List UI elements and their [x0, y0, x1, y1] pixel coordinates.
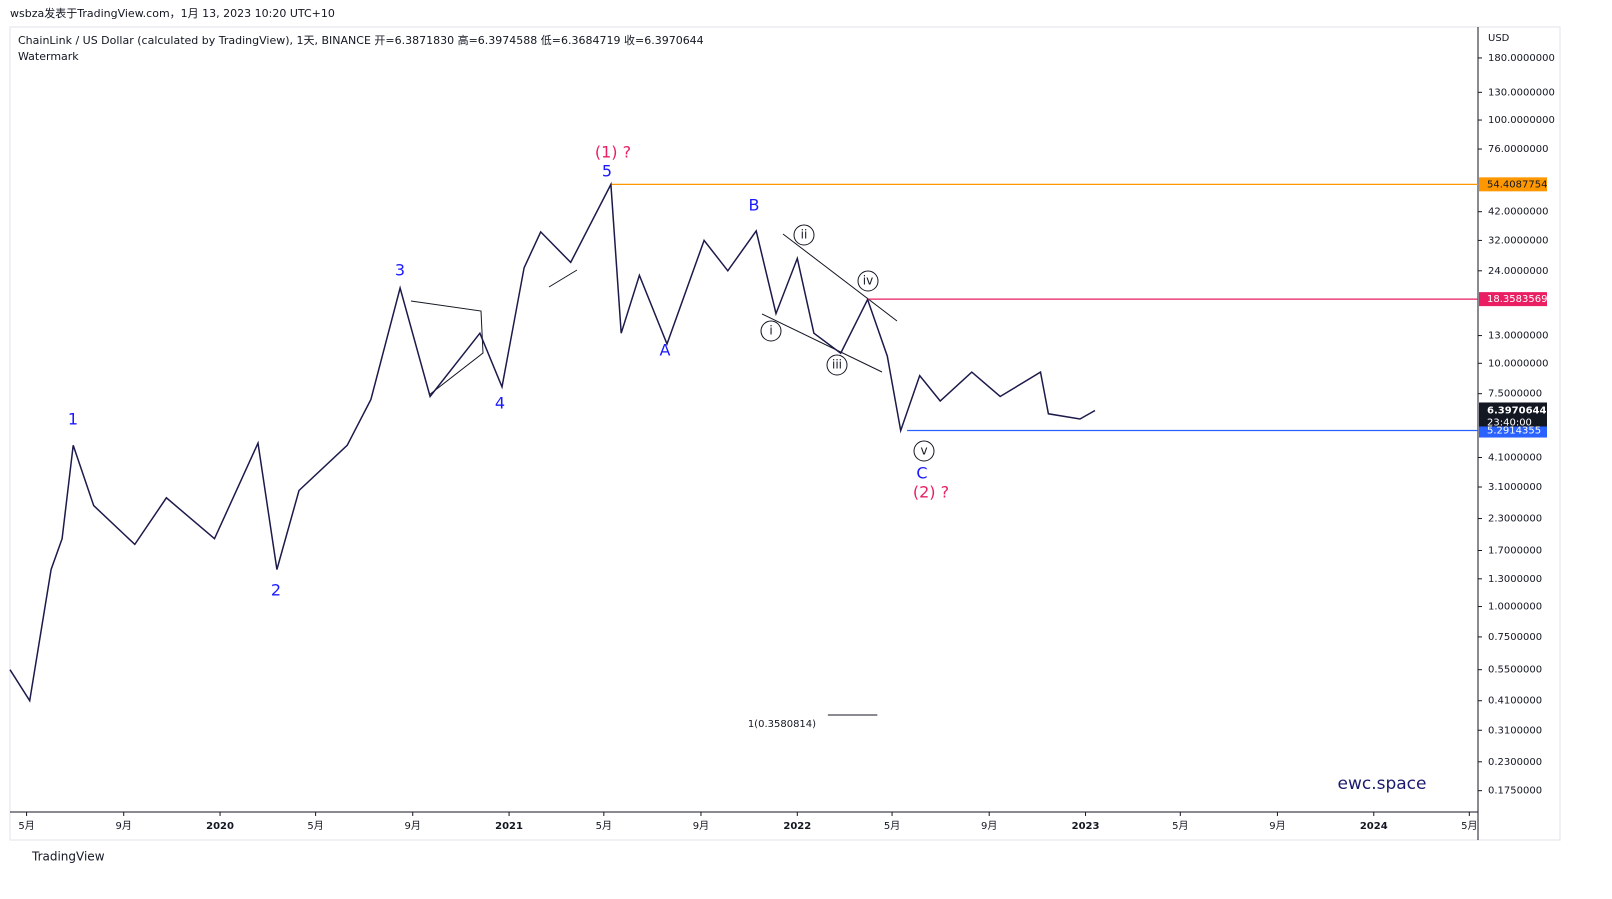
y-tick-label: 0.5500000 — [1488, 665, 1542, 676]
wave-label: 2 — [271, 581, 281, 600]
y-tick-label: 76.0000000 — [1488, 144, 1548, 155]
x-tick-label: 9月 — [1269, 820, 1285, 832]
y-tick-label: 180.0000000 — [1488, 53, 1555, 64]
level-box — [1479, 177, 1547, 192]
watermark: Watermark — [18, 50, 79, 63]
x-tick-label: 2020 — [206, 821, 234, 832]
x-tick-label: 5月 — [1172, 820, 1188, 832]
y-axis-label: USD — [1488, 33, 1510, 44]
wave-circle — [826, 354, 848, 376]
x-tick-label: 5月 — [596, 820, 612, 832]
x-tick-label: 5月 — [307, 820, 323, 832]
price-line — [9, 181, 1096, 703]
y-tick-label: 0.2300000 — [1488, 757, 1542, 768]
wave-label: (2) ? — [913, 483, 949, 502]
wave-label: ii — [801, 228, 808, 242]
wave-label: i — [769, 324, 772, 338]
wave-label: v — [920, 444, 927, 458]
wave-circle — [760, 320, 782, 342]
y-tick-label: 42.0000000 — [1488, 207, 1548, 218]
x-tick-label: 9月 — [405, 820, 421, 832]
channel — [761, 313, 883, 373]
y-tick-label: 2.3000000 — [1488, 514, 1542, 525]
brand: ewc.space — [1338, 774, 1427, 794]
x-tick-label: 9月 — [116, 820, 132, 832]
x-tick-label: 2024 — [1360, 821, 1388, 832]
symbol: ChainLink / US Dollar (calculated by Tra… — [18, 33, 704, 47]
fib-label: 1(0.3580814) — [748, 719, 816, 730]
wave-label: iv — [863, 274, 873, 288]
last-box — [1479, 402, 1547, 427]
y-tick-label: 4.1000000 — [1488, 452, 1542, 463]
y-tick-label: 0.4100000 — [1488, 696, 1542, 707]
y-tick-label: 1.0000000 — [1488, 602, 1542, 613]
wave-label: 1 — [68, 410, 78, 429]
wave-label: 5 — [602, 162, 612, 181]
wave-label: 3 — [395, 261, 405, 280]
level-box — [1479, 423, 1547, 438]
x-tick-label: 9月 — [693, 820, 709, 832]
y-tick-label: 3.1000000 — [1488, 482, 1542, 493]
y-tick-label: 7.5000000 — [1488, 389, 1542, 400]
y-tick-label: 0.1750000 — [1488, 786, 1542, 797]
y-tick-label: 13.0000000 — [1488, 331, 1548, 342]
published: wsbza发表于TradingView.com，1月 13, 2023 10:2… — [10, 6, 335, 20]
level-label: 5.2914355 — [1487, 426, 1541, 437]
x-tick-label: 2023 — [1072, 821, 1100, 832]
wave-label: iii — [832, 358, 842, 372]
channel — [782, 233, 898, 322]
y-tick-label: 1.7000000 — [1488, 545, 1542, 556]
x-tick-label: 2022 — [783, 821, 811, 832]
triangle — [548, 269, 578, 288]
triangle — [410, 300, 484, 396]
x-tick-label: 2021 — [495, 821, 523, 832]
wave-circle — [913, 440, 935, 462]
wave-lines — [410, 233, 898, 396]
level-box — [1479, 292, 1547, 307]
x-tick-label: 5月 — [1461, 820, 1477, 832]
footer: TradingView — [31, 850, 105, 864]
wave-label: C — [916, 464, 927, 483]
x-tick-label: 9月 — [981, 820, 997, 832]
y-tick-label: 24.0000000 — [1488, 266, 1548, 277]
y-tick-label: 10.0000000 — [1488, 358, 1548, 369]
countdown: 23:40:00 — [1487, 417, 1532, 428]
wave-label: B — [749, 196, 760, 215]
y-tick-label: 0.3100000 — [1488, 725, 1542, 736]
x-tick-label: 5月 — [18, 820, 34, 832]
y-tick-label: 1.3000000 — [1488, 574, 1542, 585]
x-tick-label: 5月 — [884, 820, 900, 832]
wave-circle — [857, 270, 879, 292]
wave-label: (1) ? — [595, 143, 631, 162]
wave-label: A — [660, 341, 671, 360]
last-label: 6.3970644 — [1487, 405, 1547, 416]
frame — [9, 26, 1561, 841]
level-label: 54.4087754 — [1487, 179, 1547, 190]
y-tick-label: 130.0000000 — [1488, 87, 1555, 98]
wave-circle — [793, 224, 815, 246]
y-tick-label: 100.0000000 — [1488, 115, 1555, 126]
level-label: 18.3583569 — [1487, 294, 1547, 305]
wave-label: 4 — [495, 394, 505, 413]
y-tick-label: 0.7500000 — [1488, 632, 1542, 643]
y-tick-label: 32.0000000 — [1488, 235, 1548, 246]
